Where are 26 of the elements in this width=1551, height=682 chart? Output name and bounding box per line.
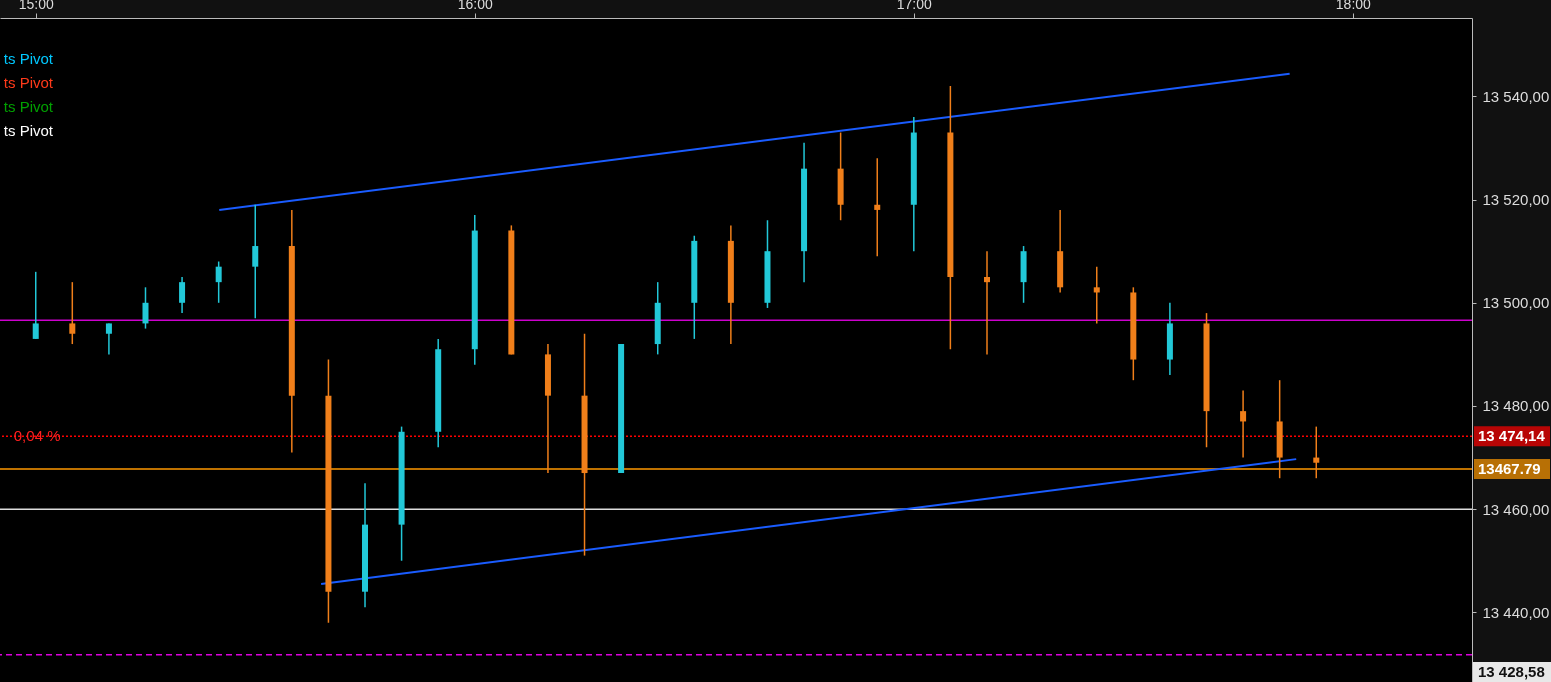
candlestick	[874, 157, 881, 258]
y-tick-label: 13 520,00	[1482, 191, 1550, 209]
y-tick-label: 13 480,00	[1482, 397, 1550, 415]
y-tick-label: 13 460,00	[1482, 500, 1550, 518]
y-tick-label: 13 440,00	[1482, 603, 1550, 621]
annotation: ts Pivot	[3, 74, 54, 91]
candlestick	[1240, 389, 1247, 459]
candlestick	[142, 286, 149, 330]
candlestick	[215, 260, 222, 304]
text: 13 428,58	[1478, 663, 1545, 680]
y-tick-label: 13 500,00	[1482, 294, 1550, 312]
candlestick	[1313, 425, 1320, 479]
y-tick-label: 13 540,00	[1482, 87, 1550, 105]
candlestick	[32, 271, 39, 340]
candlestick	[1093, 265, 1100, 325]
annotation: ts Pivot	[3, 98, 54, 115]
annotation: ts Pivot	[3, 122, 54, 139]
ref-line-label: 13 474,14	[1478, 427, 1546, 445]
ref-line-label: 13467.79	[1478, 459, 1541, 477]
candlestick	[69, 281, 76, 345]
candlestick	[252, 204, 259, 320]
annotation: ts Pivot	[3, 50, 54, 67]
candlestick	[179, 276, 186, 314]
candlestick	[105, 322, 112, 356]
annotation: 0,04 %	[13, 427, 61, 445]
candlestick	[984, 250, 990, 356]
